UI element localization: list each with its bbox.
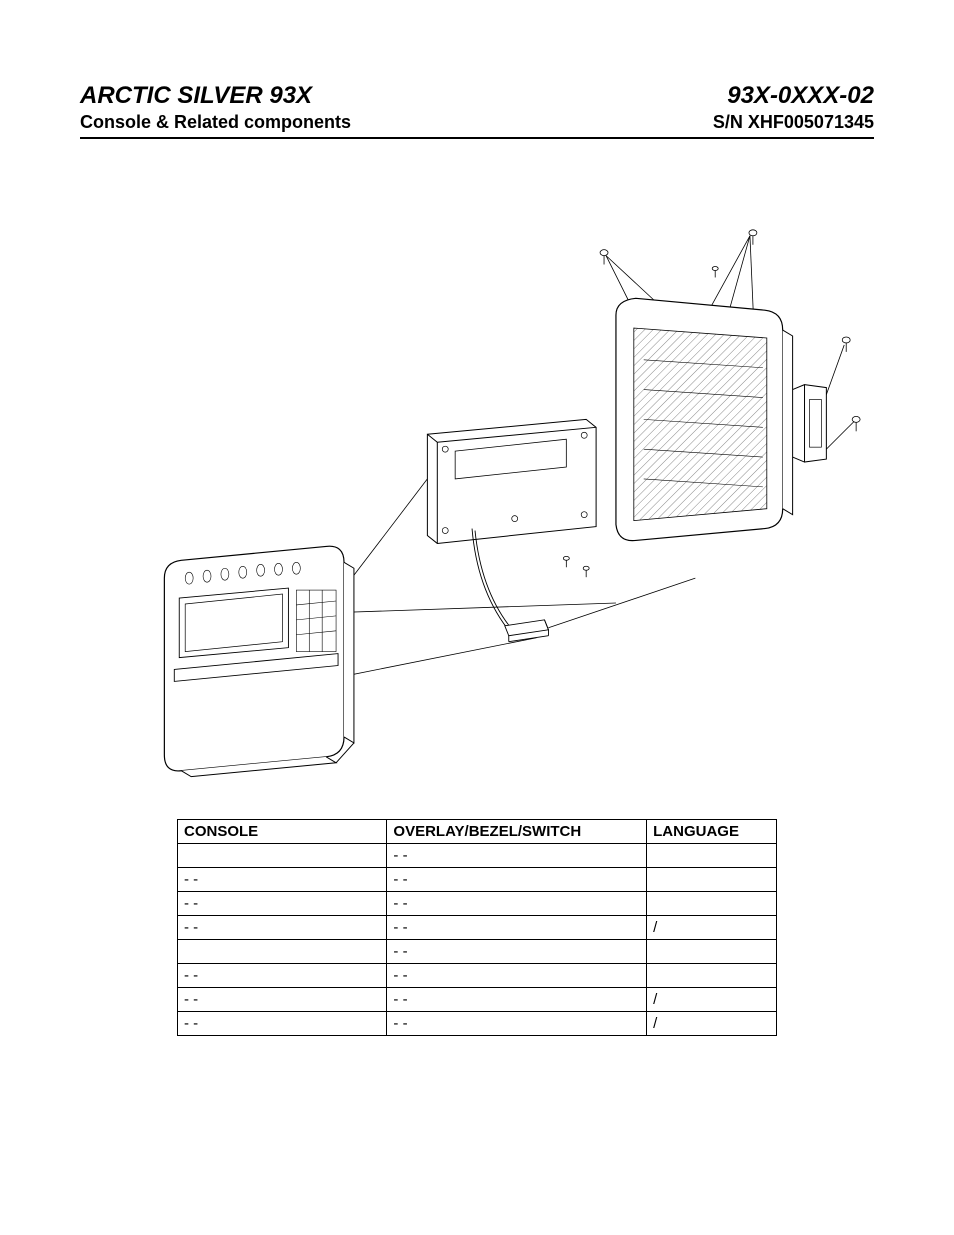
cell-console: - - [178, 988, 387, 1012]
col-header-overlay: OVERLAY/BEZEL/SWITCH [387, 820, 647, 844]
cell-overlay: - - [387, 892, 647, 916]
table-row: - -- - [178, 868, 777, 892]
table-row: - -- - [178, 892, 777, 916]
table-row: - -- -/ [178, 916, 777, 940]
cell-overlay: - - [387, 964, 647, 988]
table-row: - -- -/ [178, 1012, 777, 1036]
table-row: - - [178, 844, 777, 868]
serial-number: S/N XHF005071345 [713, 112, 874, 133]
console-front-panel [164, 546, 354, 776]
cell-console: - - [178, 1012, 387, 1036]
cell-console [178, 940, 387, 964]
parts-table: CONSOLE OVERLAY/BEZEL/SWITCH LANGUAGE - … [177, 819, 777, 1036]
cell-console: - - [178, 964, 387, 988]
cell-language: / [647, 988, 777, 1012]
screw-pair-icon [842, 337, 860, 431]
cell-language [647, 892, 777, 916]
switch-assembly [472, 529, 548, 642]
col-header-console: CONSOLE [178, 820, 387, 844]
table-body: - -- -- -- -- -- -- -/- -- -- -- -- -/- … [178, 844, 777, 1036]
section-subtitle: Console & Related components [80, 112, 351, 133]
exploded-diagram [80, 159, 874, 779]
header-row-1: ARCTIC SILVER 93X 93X-0XXX-02 [80, 82, 874, 110]
page-header: ARCTIC SILVER 93X 93X-0XXX-02 Console & … [80, 82, 874, 139]
cell-overlay: - - [387, 988, 647, 1012]
cell-overlay: - - [387, 844, 647, 868]
console-back-panel [616, 298, 793, 540]
plate-screws [563, 556, 589, 577]
cell-language [647, 868, 777, 892]
cell-language: / [647, 916, 777, 940]
screw-cluster-icon [600, 230, 757, 278]
header-row-2: Console & Related components S/N XHF0050… [80, 112, 874, 133]
cell-console: - - [178, 868, 387, 892]
cell-language [647, 940, 777, 964]
col-header-language: LANGUAGE [647, 820, 777, 844]
cell-overlay: - - [387, 916, 647, 940]
table-row: - -- - [178, 964, 777, 988]
table-row: - -- -/ [178, 988, 777, 1012]
cell-overlay: - - [387, 1012, 647, 1036]
page-container: ARCTIC SILVER 93X 93X-0XXX-02 Console & … [0, 0, 954, 1076]
part-number: 93X-0XXX-02 [727, 82, 874, 110]
cell-console: - - [178, 892, 387, 916]
leader-lines-bracket [826, 345, 854, 449]
cell-overlay: - - [387, 940, 647, 964]
table-header: CONSOLE OVERLAY/BEZEL/SWITCH LANGUAGE [178, 820, 777, 844]
cell-overlay: - - [387, 868, 647, 892]
cell-console: - - [178, 916, 387, 940]
product-title: ARCTIC SILVER 93X [80, 82, 312, 110]
diagram-svg [80, 159, 874, 779]
pcb-plate [427, 419, 596, 543]
cell-console [178, 844, 387, 868]
cell-language [647, 964, 777, 988]
table-row: - - [178, 940, 777, 964]
cell-language [647, 844, 777, 868]
bracket-icon [793, 385, 827, 462]
cell-language: / [647, 1012, 777, 1036]
